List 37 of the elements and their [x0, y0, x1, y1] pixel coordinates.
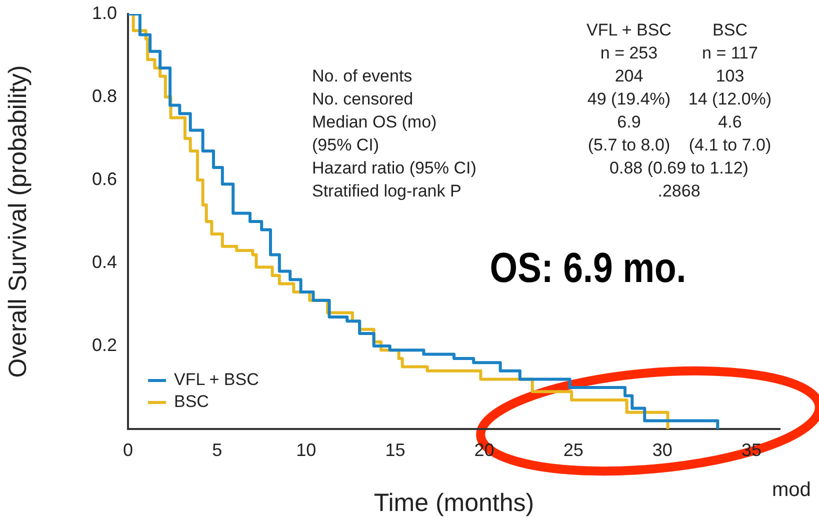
x-tick-label: 10	[296, 440, 316, 460]
annotation: No. censored	[312, 90, 414, 108]
annotation: 14 (12.0%)	[688, 90, 772, 108]
annotation: 6.9	[617, 112, 641, 132]
y-tick-label: 0.8	[92, 86, 117, 106]
y-tick-label: 0.2	[92, 334, 117, 355]
annotation: OS: 6.9 mo.	[490, 244, 686, 291]
annotation: BSC	[712, 20, 748, 40]
annotation: .2868	[658, 182, 700, 200]
annotation: 204	[614, 66, 644, 86]
annotation: 49 (19.4%)	[587, 90, 671, 108]
y-tick-label: 0.4	[92, 252, 117, 272]
x-tick-label: 0	[122, 440, 134, 460]
x-tick-label: 25	[563, 440, 584, 460]
y-tick-label: 1.0	[92, 2, 117, 23]
annotation: n = 117	[702, 44, 758, 62]
annotation: No. of events	[312, 66, 412, 86]
x-tick-label: 30	[652, 440, 672, 460]
annotation: Median OS (mo)	[312, 112, 437, 132]
annotation: 103	[716, 66, 744, 86]
annotation: (4.1 to 7.0)	[688, 136, 772, 154]
x-tick-label: 5	[212, 440, 222, 460]
annotation: Hazard ratio (95% CI)	[312, 158, 476, 178]
y-axis-title: Overall Survival (probability)	[4, 65, 32, 378]
annotation: (5.7 to 8.0)	[588, 136, 670, 154]
annotation: 0.88 (0.69 to 1.12)	[610, 158, 748, 178]
annotation: n = 253	[600, 44, 658, 62]
annotation: (95% CI)	[312, 136, 380, 154]
x-axis-title: Time (months)	[374, 488, 534, 517]
legend-label: BSC	[174, 392, 209, 412]
annotation: VFL + BSC	[586, 20, 672, 40]
legend-label: VFL + BSC	[174, 370, 259, 390]
annotation: Stratified log-rank P	[312, 182, 462, 200]
x-tick-label: 15	[385, 440, 406, 460]
text: mod	[772, 479, 811, 501]
y-tick-label: 0.6	[92, 168, 117, 189]
annotation: 4.6	[718, 112, 742, 132]
